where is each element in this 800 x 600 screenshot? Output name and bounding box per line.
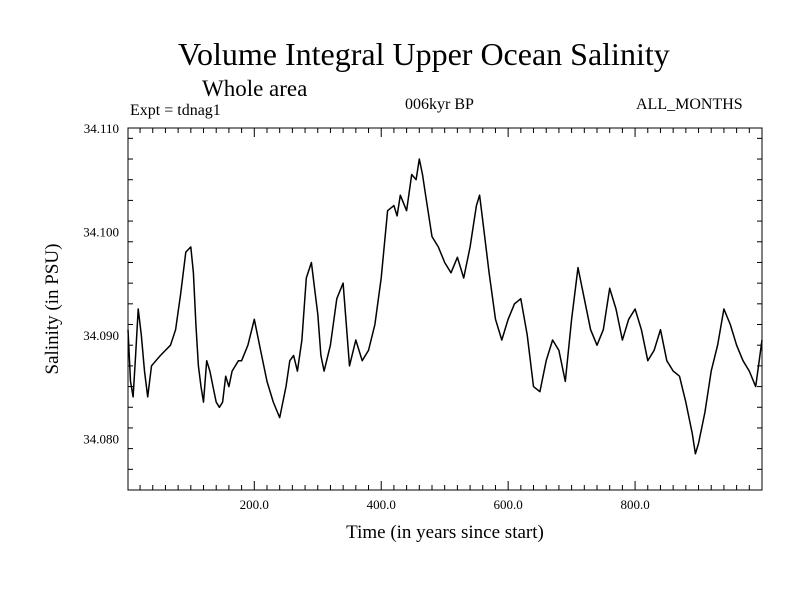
x-axis-title: Time (in years since start) bbox=[346, 522, 544, 543]
x-tick-label: 400.0 bbox=[367, 497, 396, 512]
axis-ticks bbox=[128, 128, 762, 490]
y-tick-label: 34.080 bbox=[83, 431, 119, 446]
y-tick-label: 34.090 bbox=[83, 328, 119, 343]
x-tick-label: 200.0 bbox=[240, 497, 269, 512]
chart-subtitle: Whole area bbox=[202, 76, 308, 101]
y-tick-label: 34.100 bbox=[83, 224, 119, 239]
months-label: ALL_MONTHS bbox=[636, 96, 743, 113]
y-tick-label: 34.110 bbox=[84, 121, 119, 136]
chart-title: Volume Integral Upper Ocean Salinity bbox=[178, 36, 670, 72]
period-label: 006kyr BP bbox=[405, 96, 474, 113]
series-line-salinity bbox=[127, 158, 763, 455]
plot-frame bbox=[127, 127, 763, 491]
x-tick-label: 800.0 bbox=[620, 497, 649, 512]
y-axis-title: Salinity (in PSU) bbox=[42, 244, 63, 375]
x-tick-label: 600.0 bbox=[494, 497, 523, 512]
experiment-label: Expt = tdnag1 bbox=[130, 102, 221, 119]
tick-labels: 200.0 400.0 600.0 800.0 34.080 34.090 34.100 34… bbox=[83, 121, 649, 512]
